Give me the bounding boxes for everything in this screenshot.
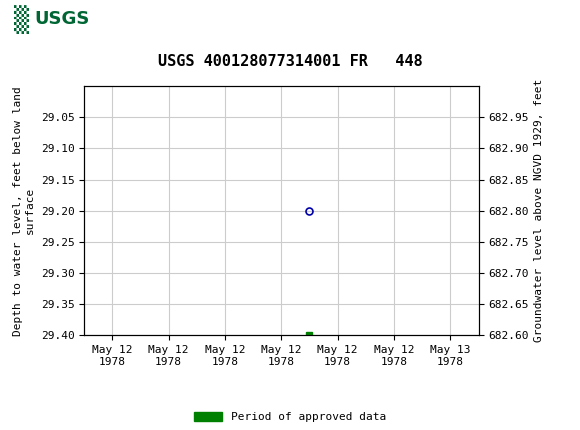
Legend: Period of approved data: Period of approved data	[194, 412, 386, 422]
Text: ▒: ▒	[14, 5, 30, 34]
Y-axis label: Depth to water level, feet below land
surface: Depth to water level, feet below land su…	[13, 86, 35, 335]
Text: USGS: USGS	[35, 10, 90, 28]
Y-axis label: Groundwater level above NGVD 1929, feet: Groundwater level above NGVD 1929, feet	[534, 79, 544, 342]
FancyBboxPatch shape	[6, 3, 75, 36]
Text: USGS 400128077314001 FR   448: USGS 400128077314001 FR 448	[158, 54, 422, 69]
